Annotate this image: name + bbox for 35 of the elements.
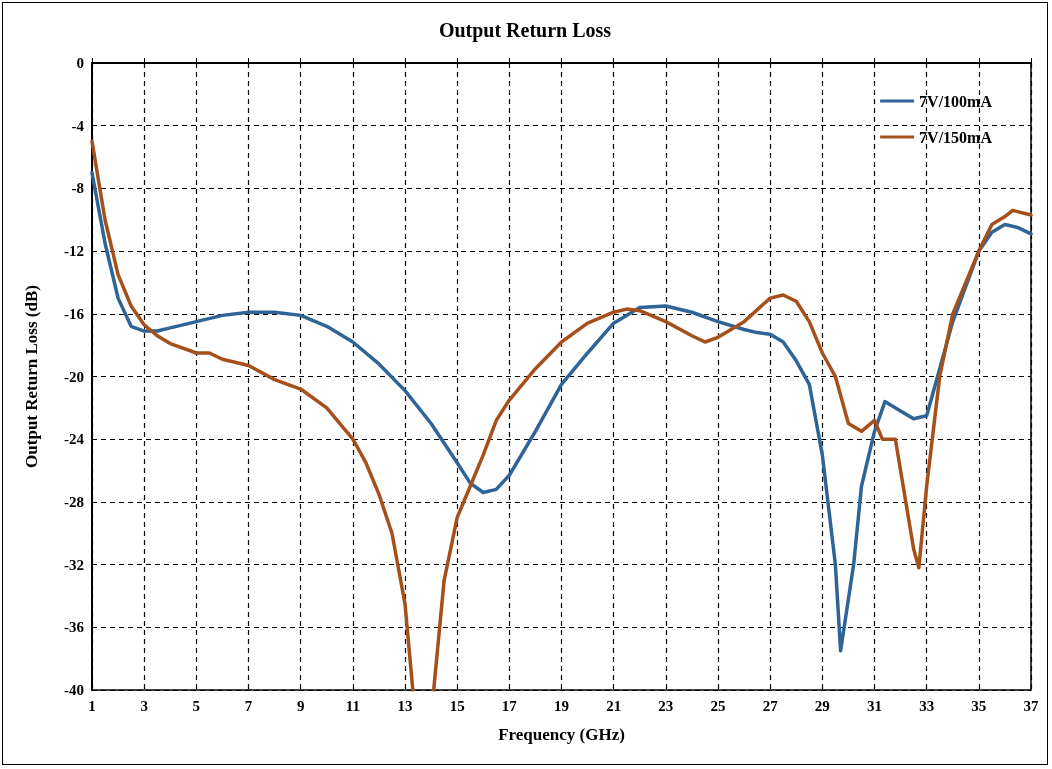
y-tick-label: 0 — [76, 55, 84, 71]
y-tick-label: -12 — [64, 243, 84, 260]
x-tick-label: 21 — [606, 697, 622, 714]
x-axis-title: Frequency (GHz) — [498, 725, 625, 744]
x-tick-label: 35 — [971, 697, 987, 714]
x-tick-label: 9 — [296, 697, 305, 714]
x-tick-label: 7 — [244, 697, 253, 714]
x-tick-label: 23 — [658, 697, 674, 714]
y-tick-label: -32 — [64, 556, 84, 573]
x-tick-label: 19 — [554, 697, 569, 714]
x-tick-label: 37 — [1023, 697, 1039, 714]
x-tick-label: 15 — [449, 697, 465, 714]
x-tick-label: 5 — [192, 697, 201, 714]
x-tick-label: 13 — [397, 697, 413, 714]
x-tick-label: 11 — [345, 697, 360, 714]
x-tick-label: 17 — [501, 697, 518, 714]
x-tick-label: 1 — [88, 697, 96, 714]
x-tick-label: 3 — [140, 697, 148, 714]
y-tick-label: -20 — [64, 368, 84, 385]
x-tick-label: 29 — [814, 697, 830, 714]
y-tick-label: -8 — [71, 180, 84, 197]
x-tick-label: 25 — [710, 697, 726, 714]
y-axis-title: Output Return Loss (dB) — [22, 285, 41, 468]
y-tick-label: -24 — [64, 431, 85, 448]
y-tick-label: -28 — [64, 493, 84, 510]
legend-label: 7V/150mA — [919, 128, 993, 146]
chart-title: Output Return Loss — [438, 19, 612, 42]
y-tick-label: -4 — [71, 117, 85, 134]
x-tick-label: 33 — [919, 697, 935, 714]
y-tick-label: -36 — [64, 619, 85, 636]
x-tick-label: 31 — [867, 697, 882, 714]
legend-label: 7V/100mA — [919, 92, 993, 110]
y-tick-label: -16 — [64, 305, 85, 322]
x-tick-label: 27 — [762, 697, 779, 714]
y-tick-label: -40 — [64, 682, 84, 698]
